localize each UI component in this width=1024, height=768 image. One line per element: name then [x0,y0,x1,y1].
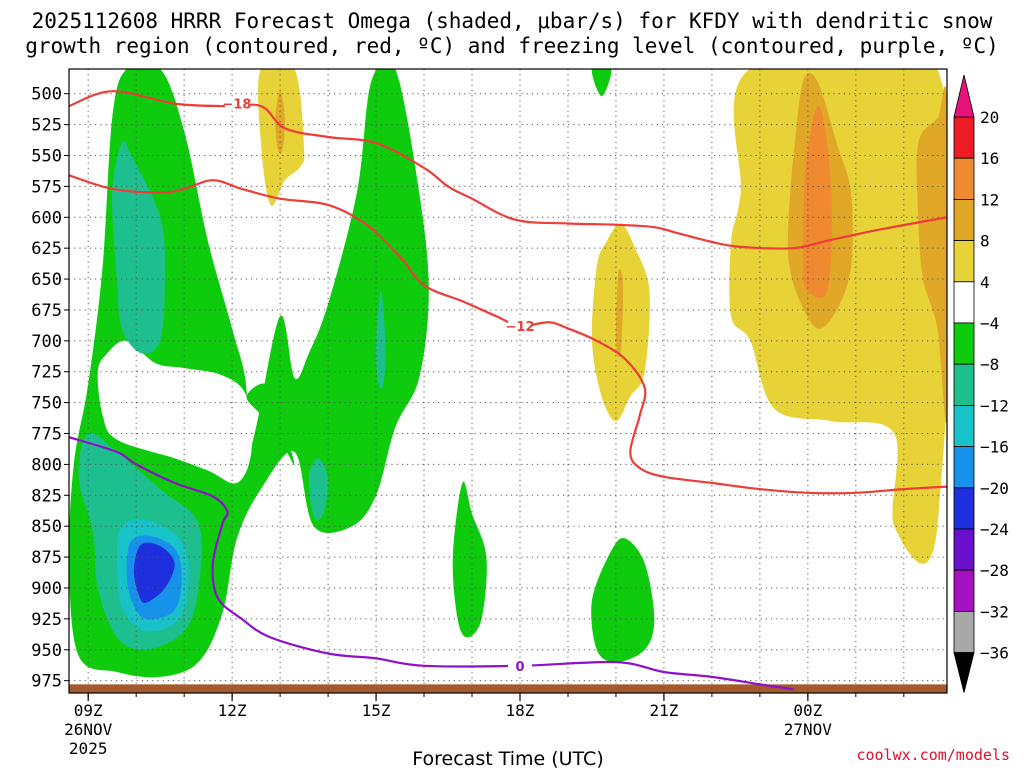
y-tick-label: 800 [31,455,62,475]
colorbar-label: 12 [980,190,999,209]
omega-region [802,105,832,298]
y-tick-label: 900 [31,579,62,599]
chart-title-line2: growth region (contoured, red, ºC) and f… [25,34,999,58]
omega-region [591,538,655,663]
colorbar-label: 16 [980,149,999,168]
colorbar-label: 20 [980,108,999,127]
x-axis-title: Forecast Time (UTC) [412,748,603,768]
x-tick-date: 27NOV [784,720,833,739]
dgz-contour-bottom [69,174,947,495]
colorbar-band [953,611,975,654]
y-tick-label: 500 [31,85,62,105]
colorbar-band [953,569,975,612]
ground-strip [69,684,947,693]
credit-text: coolwx.com/models [856,746,1010,764]
y-tick-label: 525 [31,116,62,136]
y-tick-label: 875 [31,548,62,568]
colorbar-band [953,281,975,324]
omega-region [591,69,612,97]
x-tick-date: 26NOV [64,720,113,739]
y-tick-label: 950 [31,641,62,661]
colorbar-label: −16 [980,438,1009,457]
dgz-label-top: −18 [222,98,251,113]
omega-region [452,481,487,638]
y-tick-label: 850 [31,517,62,537]
y-tick-label: 975 [31,672,62,692]
colorbar-label: −36 [980,644,1009,663]
freezing-level-contour [69,436,794,691]
x-tick-label: 15Z [362,701,391,720]
colorbar-band [953,487,975,530]
x-tick-label: 12Z [218,701,247,720]
dgz-label-bottom-bg [507,319,532,334]
colorbar-label: −20 [980,479,1009,498]
colorbar-band [953,446,975,489]
colorbar-band [953,116,975,159]
omega-region [376,291,386,389]
colorbar-band [953,157,975,200]
y-tick-label: 725 [31,363,62,383]
colorbar-band [953,404,975,447]
colorbar-arrow-top [953,74,975,118]
colorbar-arrow-bottom [953,652,975,693]
colorbar-label: −4 [980,314,999,333]
x-tick-label: 18Z [506,701,535,720]
freezing-level-label: 0 [515,660,524,675]
colorbar-label: −28 [980,561,1009,580]
y-tick-label: 600 [31,208,62,228]
omega-region [308,458,329,520]
y-tick-label: 650 [31,270,62,290]
y-tick-label: 700 [31,332,62,352]
colorbar-band [953,322,975,365]
y-tick-label: 750 [31,394,62,414]
dgz-label-top-bg [224,96,249,111]
omega-region [916,85,947,424]
freezing-level-label-bg [507,658,532,673]
y-tick-label: 575 [31,177,62,197]
x-tick-label: 09Z [74,701,103,720]
y-tick-label: 775 [31,425,62,445]
colorbar-band [953,198,975,241]
omega-region [615,268,624,358]
y-tick-label: 675 [31,301,62,321]
colorbar-label: −12 [980,396,1009,415]
chart-title-line1: 2025112608 HRRR Forecast Omega (shaded, … [31,9,993,33]
x-tick-label: 21Z [649,701,678,720]
omega-region [246,383,295,465]
colorbar-label: −8 [980,355,999,374]
y-tick-label: 825 [31,486,62,506]
omega-region [112,140,166,354]
colorbar-band [953,528,975,571]
x-tick-year: 2025 [69,739,108,758]
colorbar-band [953,240,975,283]
omega-region [729,69,947,564]
y-tick-label: 625 [31,239,62,259]
colorbar-label: 8 [980,232,990,251]
x-tick-label: 00Z [793,701,822,720]
y-tick-label: 925 [31,610,62,630]
plot-frame [68,68,948,694]
y-tick-label: 550 [31,146,62,166]
colorbar-label: −32 [980,602,1009,621]
omega-region [133,542,175,603]
colorbar-band [953,363,975,406]
colorbar-label: 4 [980,273,990,292]
colorbar-label: −24 [980,520,1009,539]
dgz-label-bottom: −12 [506,320,535,335]
